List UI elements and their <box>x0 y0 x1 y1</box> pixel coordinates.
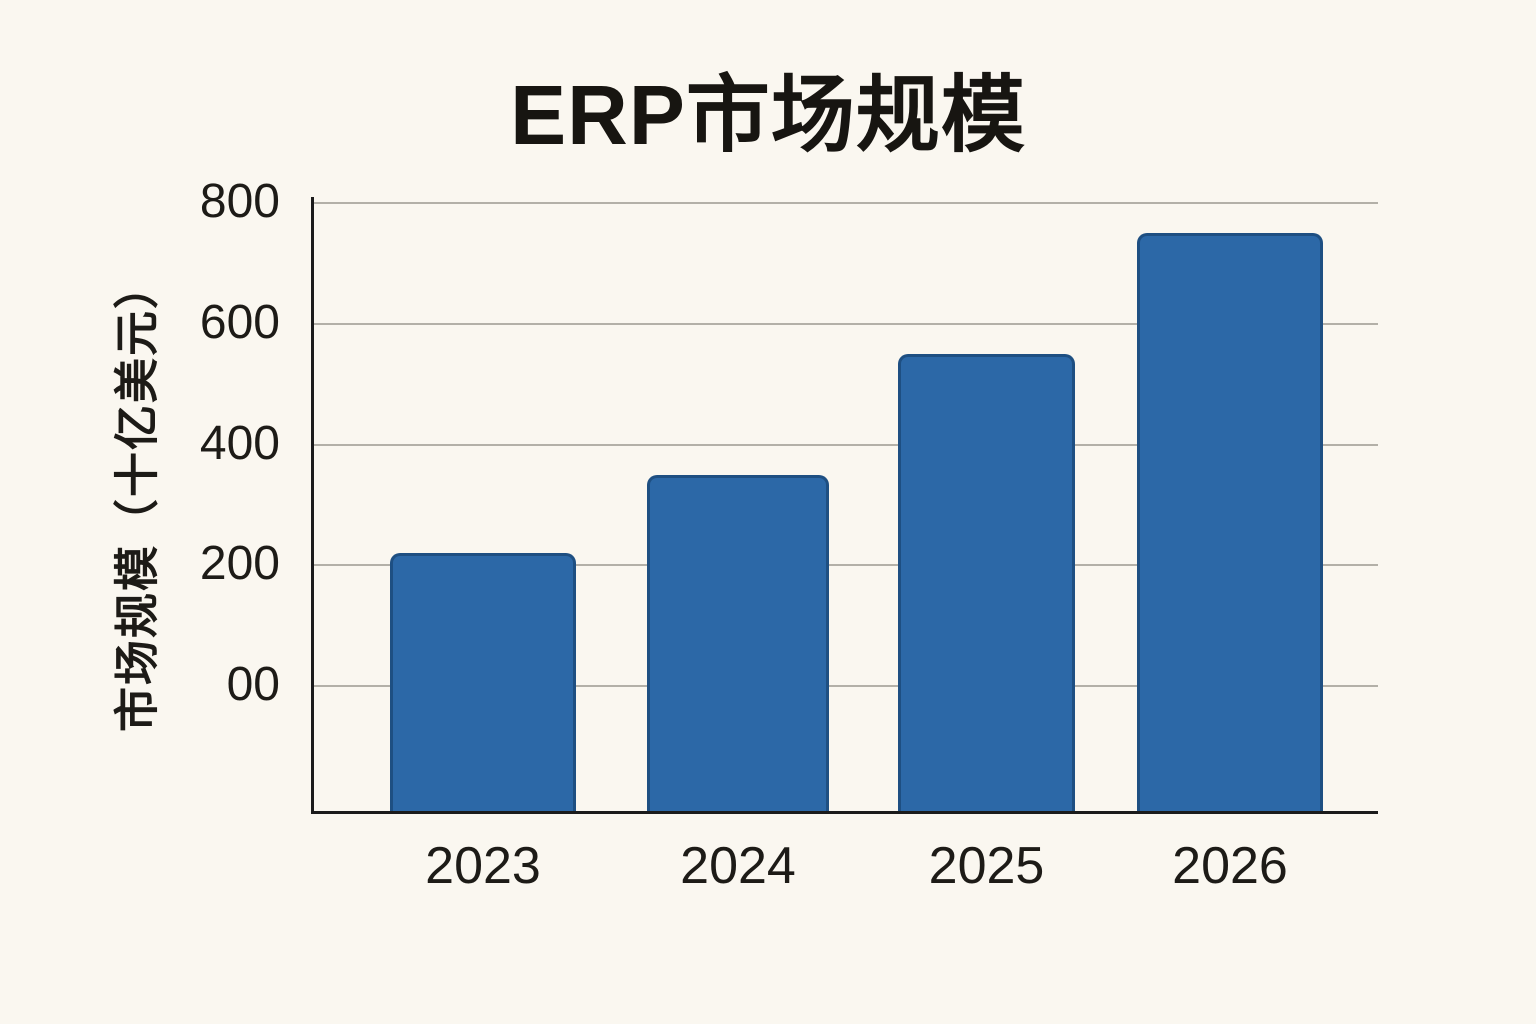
y-tick-label-400: 400 <box>199 416 280 470</box>
gridline-0 <box>311 685 1378 688</box>
y-tick-label-200: 200 <box>199 537 280 591</box>
gridline-200 <box>311 564 1378 567</box>
bar-2023 <box>390 553 576 813</box>
y-tick-label-800: 800 <box>199 175 280 229</box>
gridline-400 <box>311 443 1378 446</box>
x-tick-label-2025: 2025 <box>928 837 1045 895</box>
y-axis-title: 市场规模（十亿美元） <box>111 261 163 733</box>
gridline-800 <box>311 202 1378 205</box>
y-axis-line <box>311 197 314 814</box>
chart-title: ERP市场规模 <box>510 68 1026 162</box>
bar-2026 <box>1137 233 1323 813</box>
y-tick-label-0: 00 <box>226 658 280 712</box>
y-tick-label-600: 600 <box>199 295 280 349</box>
x-tick-label-2024: 2024 <box>680 837 796 895</box>
bar-2025 <box>898 354 1075 813</box>
x-tick-label-2023: 2023 <box>425 837 541 895</box>
plot-area <box>311 197 1378 814</box>
x-tick-label-2026: 2026 <box>1172 837 1288 895</box>
x-axis-line <box>311 811 1378 814</box>
gridline-600 <box>311 322 1378 325</box>
bar-2024 <box>647 474 829 813</box>
